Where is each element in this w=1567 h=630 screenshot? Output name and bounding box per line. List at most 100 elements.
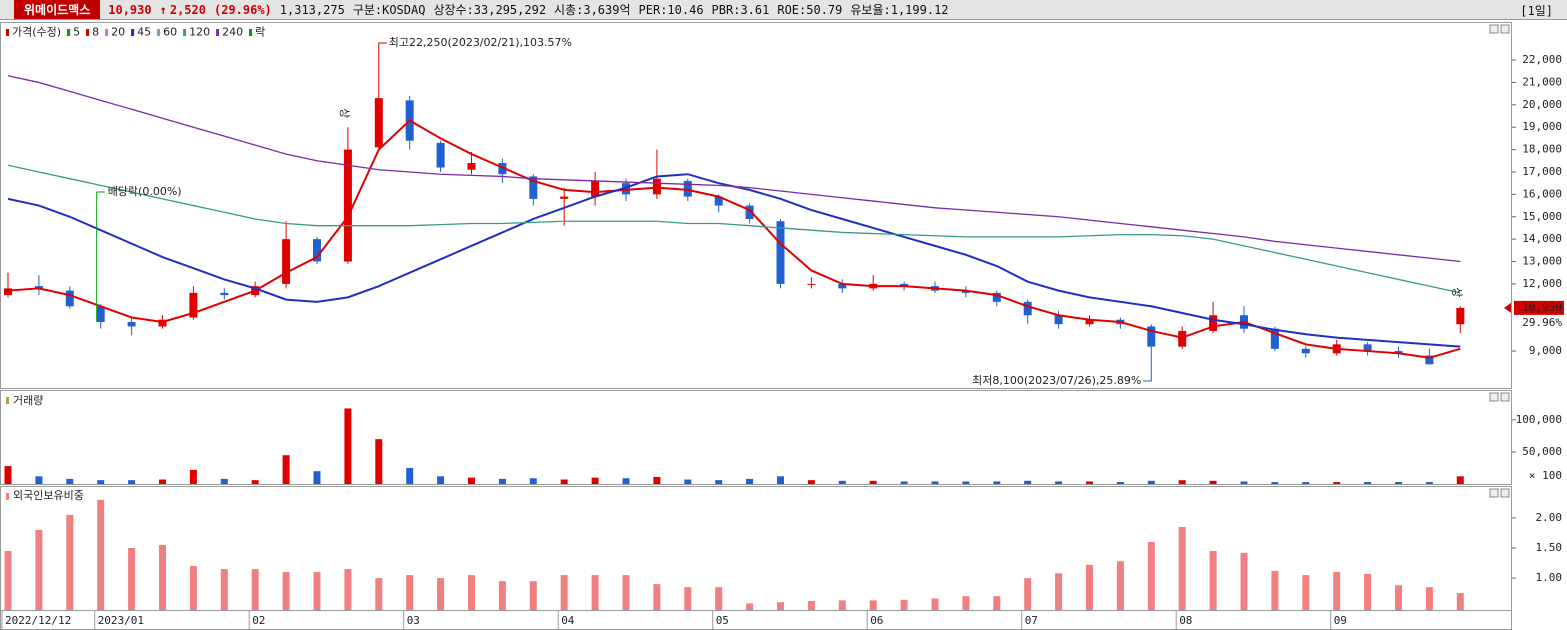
legend-label: 락 bbox=[255, 26, 265, 39]
bar bbox=[622, 478, 630, 484]
candle-body bbox=[1394, 351, 1403, 354]
stock-name[interactable]: 위메이드맥스 bbox=[14, 0, 101, 19]
button[interactable] bbox=[1489, 392, 1499, 402]
bar bbox=[1240, 552, 1248, 610]
price: 10,930 bbox=[108, 2, 152, 17]
bar bbox=[66, 478, 74, 484]
bar bbox=[869, 600, 877, 610]
candle-body bbox=[1301, 348, 1310, 354]
candle-body bbox=[374, 98, 383, 148]
button[interactable] bbox=[1489, 24, 1499, 34]
legend-swatch bbox=[249, 29, 253, 36]
bar bbox=[1425, 482, 1433, 484]
legend-label: 60 bbox=[163, 26, 177, 39]
candle-body bbox=[313, 239, 321, 262]
candle-body bbox=[745, 205, 754, 219]
candle-body bbox=[1178, 330, 1187, 347]
x-tick-label: 08 bbox=[1179, 614, 1192, 627]
up-marker: 상 bbox=[1450, 287, 1463, 297]
bar bbox=[807, 480, 815, 484]
bar bbox=[1116, 482, 1124, 484]
bar bbox=[4, 466, 12, 484]
bar bbox=[900, 599, 908, 610]
reserve: 유보율:1,199.12 bbox=[850, 3, 949, 17]
annotation-arrow bbox=[1143, 371, 1152, 382]
candle-body bbox=[436, 142, 445, 168]
bar bbox=[498, 581, 506, 610]
bar bbox=[1271, 570, 1279, 610]
bar bbox=[1302, 482, 1310, 484]
bar bbox=[375, 578, 383, 610]
legend-label: 20 bbox=[111, 26, 125, 39]
candle-body bbox=[1054, 315, 1063, 325]
annotation: 최저8,100(2023/07/26),25.89% bbox=[972, 374, 1141, 387]
candle-body bbox=[467, 163, 476, 170]
bar bbox=[220, 478, 228, 484]
legend-swatch bbox=[157, 29, 161, 36]
bar bbox=[1395, 482, 1402, 484]
panel-title: 외국인보유비중 bbox=[13, 489, 84, 502]
price-pointer bbox=[1504, 302, 1511, 313]
x-tick-label: 03 bbox=[407, 614, 420, 627]
y-tick-label: 14,000 bbox=[1522, 232, 1562, 245]
up-marker: 상 bbox=[338, 108, 351, 118]
change: 2,520 bbox=[169, 2, 206, 17]
legend-label: 240 bbox=[222, 26, 243, 39]
x-tick-label: 2023/01 bbox=[98, 614, 144, 627]
y-tick-label: 13,000 bbox=[1522, 255, 1562, 268]
y-tick-label: 12,000 bbox=[1522, 277, 1562, 290]
candle-body bbox=[65, 290, 74, 307]
y-tick-label: 20,000 bbox=[1522, 98, 1562, 111]
bar bbox=[128, 480, 136, 484]
y-tick-label: 15,000 bbox=[1522, 210, 1562, 223]
y-tick-label: 17,000 bbox=[1522, 165, 1562, 178]
legend-swatch bbox=[6, 397, 9, 404]
y-tick-label: 1.50 bbox=[1536, 541, 1563, 554]
candle-body bbox=[1147, 326, 1156, 347]
candle-body bbox=[1085, 319, 1094, 325]
bar bbox=[1271, 482, 1279, 484]
shares: 상장수:33,295,292 bbox=[433, 3, 547, 17]
bar bbox=[35, 529, 43, 610]
panel-title: 거래량 bbox=[13, 394, 43, 407]
legend-swatch bbox=[105, 29, 109, 36]
button[interactable] bbox=[1500, 488, 1510, 498]
bar bbox=[715, 480, 723, 484]
candle-body bbox=[591, 180, 600, 197]
bar bbox=[715, 587, 723, 610]
legend-label: 120 bbox=[189, 26, 210, 39]
bar bbox=[97, 480, 105, 484]
bar bbox=[1395, 585, 1402, 610]
button[interactable] bbox=[1500, 392, 1510, 402]
bar bbox=[931, 481, 939, 484]
bar bbox=[437, 476, 445, 484]
button[interactable] bbox=[1489, 488, 1499, 498]
bar bbox=[1024, 480, 1032, 484]
button[interactable] bbox=[1500, 24, 1510, 34]
legend-swatch bbox=[6, 493, 9, 500]
y-tick-label: 22,000 bbox=[1522, 53, 1562, 66]
bar bbox=[777, 602, 784, 610]
bar bbox=[1240, 481, 1248, 484]
x-tick-label: 2022/12/12 bbox=[5, 614, 71, 627]
bar bbox=[344, 569, 352, 610]
bar bbox=[1055, 481, 1063, 484]
candle-body bbox=[127, 321, 136, 327]
bar bbox=[220, 569, 228, 610]
bar bbox=[1456, 476, 1464, 484]
bar bbox=[560, 479, 568, 484]
x-tick-label: 05 bbox=[716, 614, 729, 627]
candle-body bbox=[96, 306, 105, 322]
period[interactable]: [1일] bbox=[1520, 4, 1553, 18]
candle-body bbox=[343, 149, 352, 262]
legend-swatch bbox=[67, 29, 71, 36]
y-tick-label: 1.00 bbox=[1536, 571, 1563, 584]
bar bbox=[35, 476, 43, 484]
bar bbox=[1086, 564, 1093, 610]
bar bbox=[1086, 481, 1093, 484]
candle-body bbox=[4, 288, 12, 296]
bar bbox=[468, 477, 475, 484]
market: 구분:KOSDAQ bbox=[352, 3, 426, 17]
bar bbox=[128, 548, 136, 610]
annotation-arrow bbox=[378, 42, 387, 55]
